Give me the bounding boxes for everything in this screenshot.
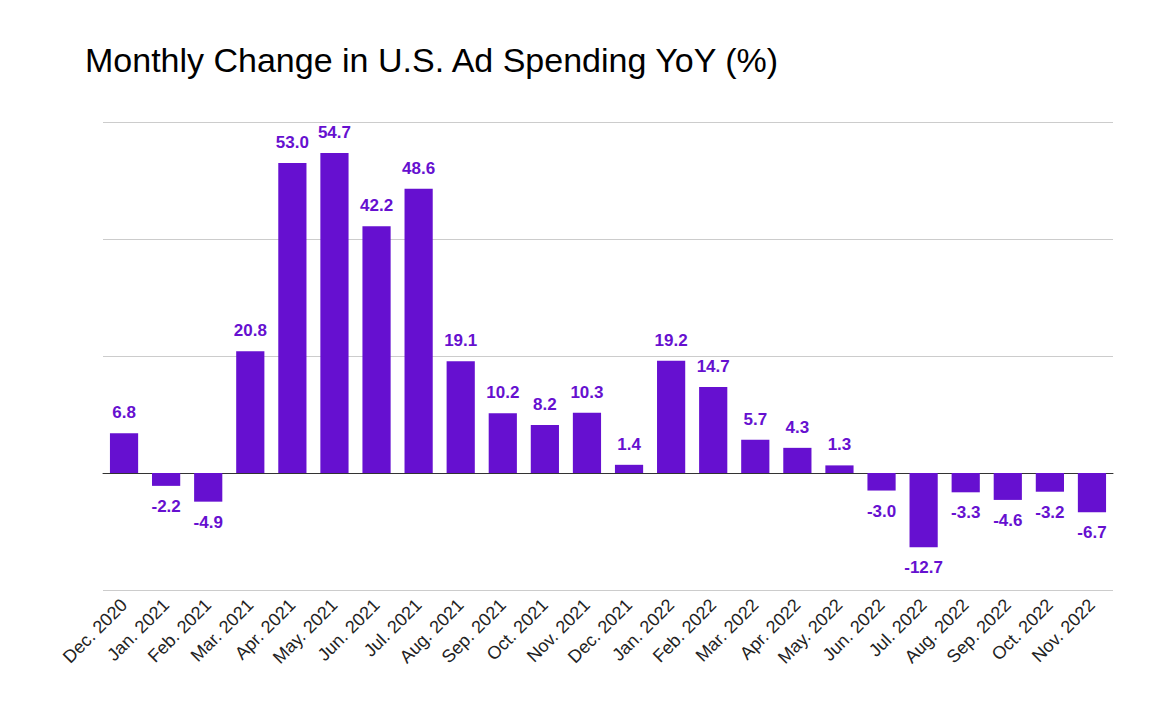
svg-text:19.2: 19.2 bbox=[655, 331, 688, 350]
svg-text:54.7: 54.7 bbox=[318, 123, 351, 142]
svg-text:Jun. 2021: Jun. 2021 bbox=[313, 594, 384, 665]
svg-text:Oct. 2021: Oct. 2021 bbox=[482, 594, 552, 665]
svg-text:-12.7: -12.7 bbox=[904, 558, 943, 577]
svg-text:10.3: 10.3 bbox=[570, 383, 603, 402]
svg-text:19.1: 19.1 bbox=[444, 331, 477, 350]
svg-text:Dec. 2021: Dec. 2021 bbox=[564, 594, 637, 667]
svg-text:48.6: 48.6 bbox=[402, 159, 435, 178]
svg-text:1.3: 1.3 bbox=[828, 435, 852, 454]
svg-text:Apr. 2021: Apr. 2021 bbox=[230, 594, 300, 664]
svg-text:Feb. 2022: Feb. 2022 bbox=[648, 594, 721, 667]
svg-text:Mar. 2021: Mar. 2021 bbox=[186, 594, 258, 666]
svg-text:-2.2: -2.2 bbox=[151, 497, 180, 516]
svg-text:4.3: 4.3 bbox=[786, 418, 810, 437]
svg-text:Nov. 2022: Nov. 2022 bbox=[1028, 595, 1099, 666]
svg-text:Jul. 2022: Jul. 2022 bbox=[864, 594, 931, 661]
svg-text:Oct. 2022: Oct. 2022 bbox=[987, 594, 1057, 665]
svg-text:8.2: 8.2 bbox=[533, 395, 557, 414]
svg-text:Sep. 2022: Sep. 2022 bbox=[942, 594, 1015, 668]
svg-text:May. 2022: May. 2022 bbox=[773, 594, 847, 668]
svg-text:Feb. 2021: Feb. 2021 bbox=[143, 594, 216, 667]
svg-text:Jul. 2021: Jul. 2021 bbox=[359, 594, 426, 661]
svg-text:1.4: 1.4 bbox=[617, 435, 641, 454]
svg-text:Jan. 2021: Jan. 2021 bbox=[103, 594, 174, 665]
svg-text:5.7: 5.7 bbox=[743, 410, 767, 429]
svg-text:Apr. 2022: Apr. 2022 bbox=[735, 594, 805, 664]
svg-text:-4.9: -4.9 bbox=[194, 513, 223, 532]
svg-text:Sep. 2021: Sep. 2021 bbox=[437, 594, 510, 668]
svg-text:Jan. 2022: Jan. 2022 bbox=[608, 594, 679, 665]
svg-text:Nov. 2021: Nov. 2021 bbox=[522, 594, 594, 667]
svg-text:10.2: 10.2 bbox=[486, 383, 519, 402]
svg-text:14.7: 14.7 bbox=[697, 357, 730, 376]
svg-text:Dec. 2020: Dec. 2020 bbox=[59, 594, 132, 667]
svg-text:-3.2: -3.2 bbox=[1035, 503, 1064, 522]
svg-text:Monthly Change in U.S. Ad Spen: Monthly Change in U.S. Ad Spending YoY (… bbox=[85, 41, 778, 79]
svg-text:Aug. 2021: Aug. 2021 bbox=[395, 594, 468, 668]
svg-text:May. 2021: May. 2021 bbox=[268, 594, 342, 668]
svg-text:-4.6: -4.6 bbox=[993, 511, 1022, 530]
svg-text:Jun. 2022: Jun. 2022 bbox=[818, 594, 889, 665]
svg-text:42.2: 42.2 bbox=[360, 196, 393, 215]
svg-text:6.8: 6.8 bbox=[112, 403, 136, 422]
svg-text:20.8: 20.8 bbox=[234, 321, 267, 340]
svg-text:Aug. 2022: Aug. 2022 bbox=[900, 594, 973, 668]
svg-text:53.0: 53.0 bbox=[276, 133, 309, 152]
svg-text:-3.0: -3.0 bbox=[867, 502, 896, 521]
svg-text:-3.3: -3.3 bbox=[951, 503, 980, 522]
svg-text:Mar. 2022: Mar. 2022 bbox=[691, 594, 763, 666]
svg-text:-6.7: -6.7 bbox=[1077, 523, 1106, 542]
